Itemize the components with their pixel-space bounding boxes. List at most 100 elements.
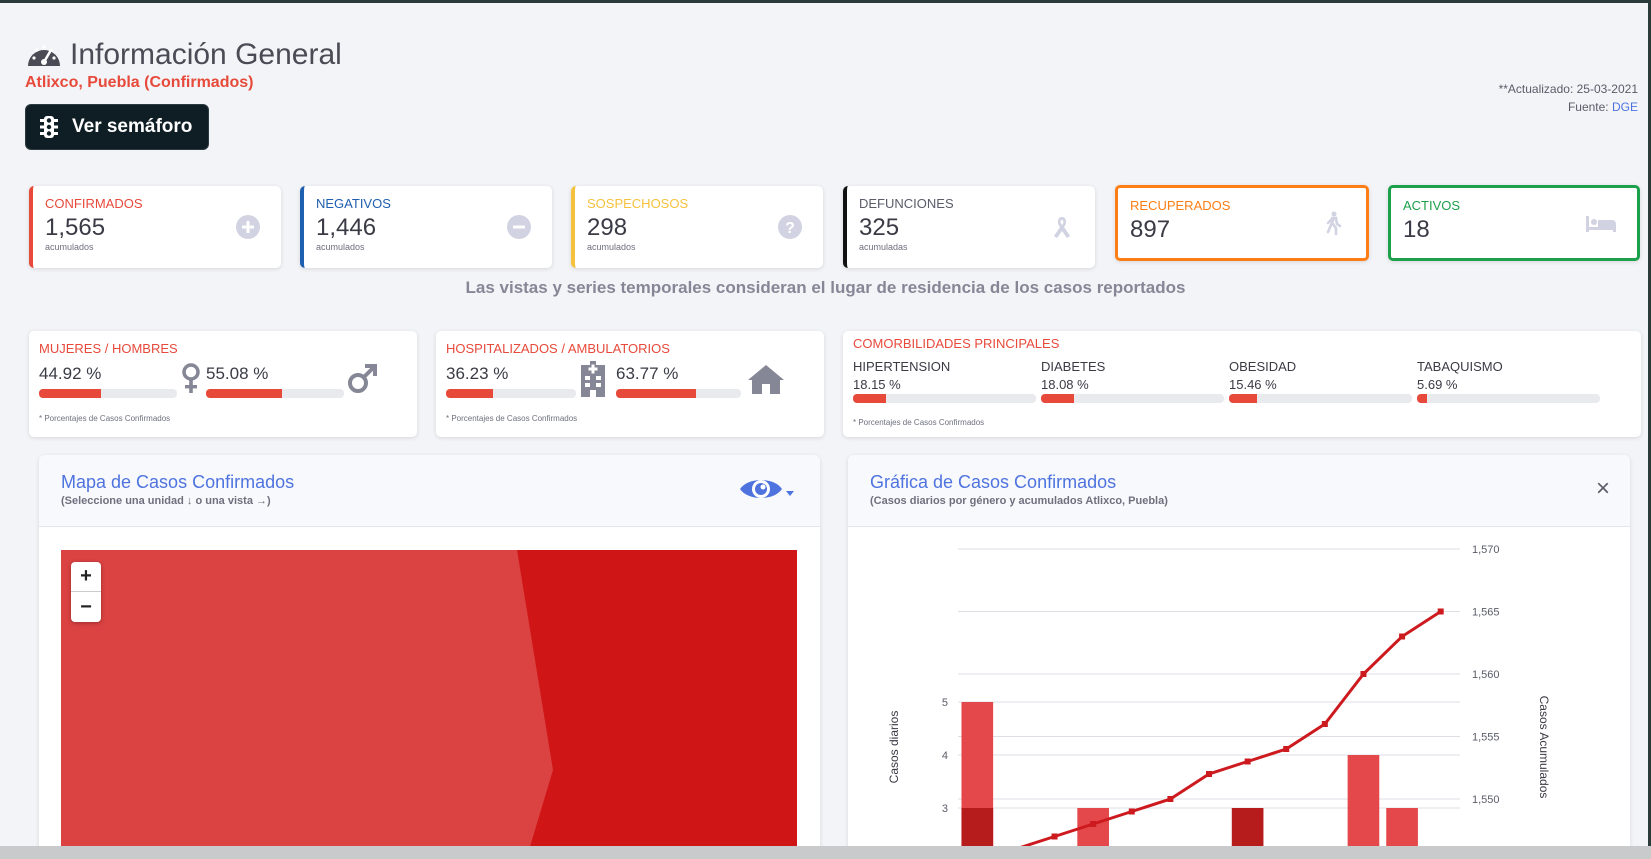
comorbidity-bar — [1041, 394, 1224, 403]
kpi-card-negativos: NEGATIVOS 1,446 acumulados — [300, 186, 552, 268]
gender-card: MUJERES / HOMBRES 44.92 % 55.08 % * Porc… — [29, 331, 417, 437]
male-bar — [206, 389, 344, 398]
chart-y2-tick-label: 1,565 — [1472, 607, 1500, 619]
chart-cumulative-point — [1090, 821, 1097, 827]
comorbidities-title: COMORBILIDADES PRINCIPALES — [853, 336, 1060, 351]
zoom-out-button[interactable]: − — [80, 595, 92, 618]
source-label: Fuente: — [1567, 100, 1609, 114]
kpi-label: NEGATIVOS — [316, 196, 391, 211]
comorbidity-bar-fill — [853, 394, 887, 403]
ribbon-icon — [1054, 217, 1070, 238]
window-frame-top — [0, 0, 1651, 3]
chart-cumulative-point — [1283, 746, 1290, 752]
residence-note: Las vistas y series temporales considera… — [465, 278, 1186, 297]
chart-cumulative-point — [1244, 758, 1251, 765]
chart-cumulative-point — [1437, 608, 1444, 615]
ver-semaforo-label: Ver semáforo — [72, 116, 193, 137]
gender-footnote: * Porcentajes de Casos Confirmados — [39, 414, 171, 423]
chart-y-tick-label: 5 — [942, 697, 948, 709]
home-icon — [748, 365, 784, 394]
updated-date: **Actualizado: 25-03-2021 — [1498, 82, 1638, 96]
map-zoom-control: + − — [71, 562, 101, 622]
kpi-sub: acumulados — [587, 242, 636, 252]
minus-circle-icon — [507, 215, 531, 239]
chart-y-tick-label: 3 — [942, 803, 948, 815]
chart-cumulative-point — [1128, 808, 1135, 815]
comorbidity-bar — [1229, 394, 1412, 403]
comorbidity-label: OBESIDAD — [1229, 359, 1297, 374]
map-panel-title: Mapa de Casos Confirmados — [61, 472, 295, 492]
question-circle-icon: ? — [778, 215, 802, 239]
chart-cumulative-point — [1321, 721, 1328, 727]
hospital-icon — [581, 361, 605, 397]
kpi-card-recuperados: RECUPERADOS 897 — [1115, 185, 1369, 261]
chart-cumulative-point — [1206, 771, 1212, 777]
traffic-light-icon — [40, 116, 58, 138]
tachometer-icon — [28, 45, 60, 66]
bed-icon — [1586, 216, 1616, 232]
map-panel-header: Mapa de Casos Confirmados (Seleccione un… — [39, 455, 820, 527]
page-title: Información General — [70, 38, 342, 71]
update-info: **Actualizado: 25-03-2021 Fuente: DGE — [1499, 80, 1638, 116]
chart-panel-subtitle: (Casos diarios por género y acumulados A… — [870, 495, 1168, 507]
comorbidity-bar-fill — [1041, 394, 1075, 403]
page-subtitle: Atlixco, Puebla (Confirmados) — [25, 74, 254, 91]
female-pct: 44.92 % — [39, 364, 102, 383]
chart-panel-header: Gráfica de Casos Confirmados (Casos diar… — [848, 455, 1630, 527]
male-icon — [348, 364, 377, 393]
eye-dropdown-icon[interactable] — [738, 473, 796, 505]
male-bar-fill — [206, 389, 282, 398]
comorbidity-bar — [1417, 394, 1600, 403]
map-panel: Mapa de Casos Confirmados (Seleccione un… — [39, 455, 820, 859]
walking-icon — [1326, 211, 1342, 236]
kpi-value: 298 — [587, 214, 628, 241]
comorbidity-pct: 15.46 % — [1229, 377, 1277, 392]
map-panel-subtitle: (Seleccione una unidad ↓ o una vista →) — [61, 495, 271, 507]
zoom-in-button[interactable]: + — [71, 562, 101, 592]
kpi-card-activos: ACTIVOS 18 — [1388, 185, 1640, 261]
svg-text:?: ? — [785, 220, 795, 237]
comorbidity-bar — [853, 394, 1036, 403]
horizontal-scrollbar[interactable] — [0, 846, 1651, 859]
ambulatory-pct: 63.77 % — [616, 364, 679, 383]
kpi-label: RECUPERADOS — [1130, 198, 1231, 213]
ambulatory-bar-fill — [616, 389, 696, 398]
kpi-value: 1,446 — [316, 214, 377, 241]
chart-y2-axis-label: Casos Acumulados — [1537, 696, 1551, 799]
kpi-sub: acumulados — [316, 242, 365, 252]
kpi-label: ACTIVOS — [1403, 198, 1461, 213]
chart-panel-title: Gráfica de Casos Confirmados — [870, 472, 1117, 492]
ambulatory-bar — [616, 389, 741, 398]
female-bar — [39, 389, 177, 398]
chart-y2-tick-label: 1,570 — [1472, 544, 1500, 556]
comorbidities-footnote: * Porcentajes de Casos Confirmados — [853, 418, 985, 427]
kpi-label: DEFUNCIONES — [859, 196, 954, 211]
female-icon — [182, 363, 200, 393]
kpi-label: SOSPECHOSOS — [587, 196, 689, 211]
chart-y2-tick-label: 1,555 — [1472, 732, 1500, 744]
chart-bar — [1347, 755, 1380, 859]
comorbidity-label: HIPERTENSION — [853, 359, 951, 374]
kpi-value: 325 — [859, 214, 900, 241]
comorbidities-card: COMORBILIDADES PRINCIPALES HIPERTENSION … — [843, 331, 1641, 437]
comorbidity-pct: 18.08 % — [1041, 377, 1089, 392]
window-frame-right — [1648, 0, 1651, 859]
plus-circle-icon — [236, 215, 260, 239]
confirmed-cases-map[interactable]: + − — [61, 550, 797, 859]
kpi-value: 897 — [1130, 216, 1171, 243]
male-pct: 55.08 % — [206, 364, 269, 383]
kpi-card-confirmados: CONFIRMADOS 1,565 acumulados — [29, 186, 281, 268]
source-link[interactable]: DGE — [1611, 100, 1638, 114]
map-region-shape[interactable] — [61, 550, 797, 859]
kpi-sub: acumuladas — [859, 242, 908, 252]
comorbidity-label: DIABETES — [1041, 359, 1106, 374]
chart-cumulative-point — [1399, 633, 1406, 640]
close-icon[interactable]: × — [1595, 475, 1610, 502]
hospital-card: HOSPITALIZADOS / AMBULATORIOS 36.23 % 63… — [436, 331, 824, 437]
kpi-value: 1,565 — [45, 214, 106, 241]
chart-cumulative-point — [1051, 833, 1058, 840]
comorbidity-label: TABAQUISMO — [1417, 359, 1503, 374]
hospitalized-bar — [446, 389, 576, 398]
ver-semaforo-button[interactable]: Ver semáforo — [25, 104, 209, 150]
